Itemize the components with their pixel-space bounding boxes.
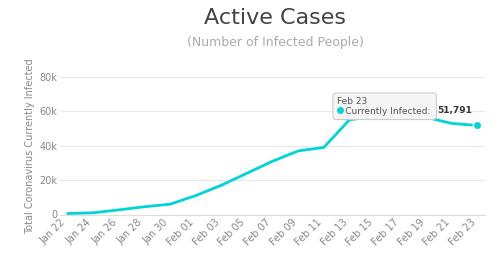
Text: 51,791: 51,791	[438, 106, 472, 114]
Text: Active Cases: Active Cases	[204, 8, 346, 28]
Text: Feb 23
• Currently Infected:: Feb 23 • Currently Infected:	[336, 97, 433, 116]
Y-axis label: Total Coronavirus Currently Infected: Total Coronavirus Currently Infected	[25, 58, 35, 233]
Text: (Number of Infected People): (Number of Infected People)	[186, 36, 364, 49]
